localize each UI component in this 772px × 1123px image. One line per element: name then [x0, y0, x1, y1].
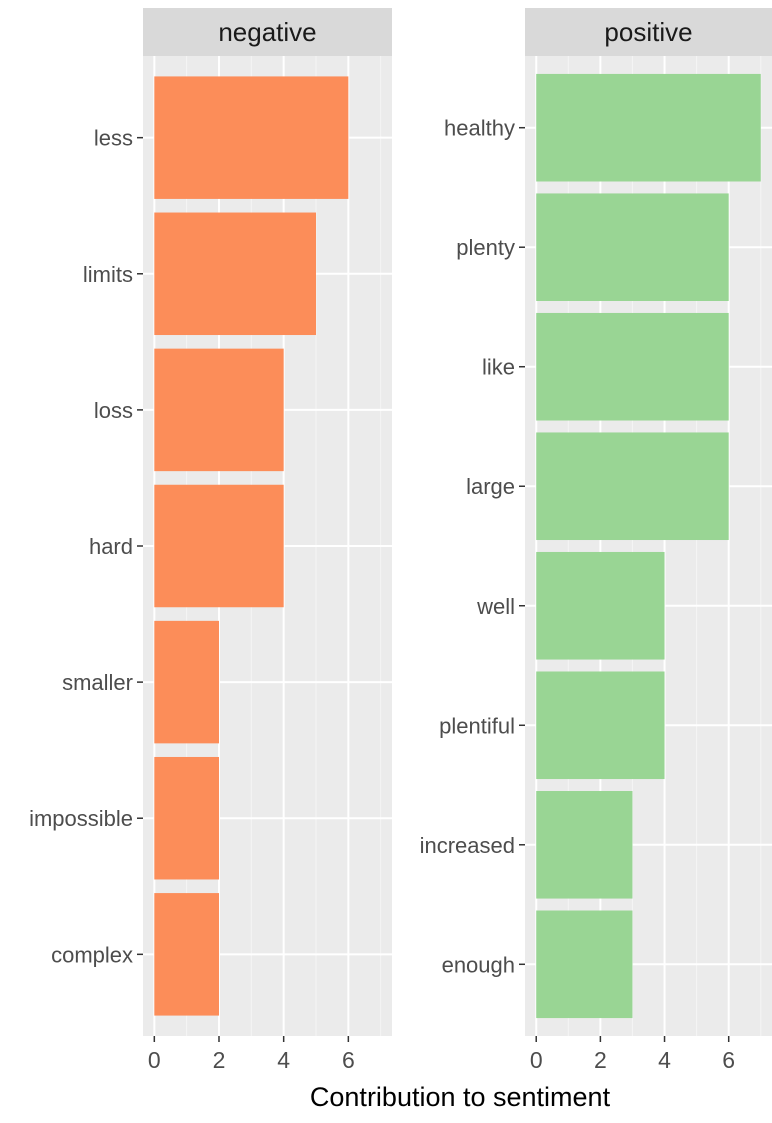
bar-like — [536, 312, 729, 421]
y-tick-label: hard — [89, 534, 133, 559]
bar-smaller — [154, 620, 219, 744]
y-tick-label: complex — [51, 942, 133, 967]
bar-limits — [154, 212, 317, 336]
y-tick-label: enough — [442, 952, 515, 977]
bar-plentiful — [536, 671, 665, 780]
bar-complex — [154, 893, 219, 1016]
y-tick-label: increased — [420, 833, 515, 858]
y-tick-label: like — [482, 355, 515, 380]
y-tick-label: well — [476, 594, 515, 619]
y-tick-label: smaller — [62, 670, 133, 695]
x-tick-label: 2 — [213, 1047, 226, 1073]
x-tick-label: 6 — [342, 1047, 355, 1073]
y-tick-label: impossible — [29, 806, 133, 831]
y-tick-label: plenty — [456, 235, 515, 260]
x-tick-label: 2 — [594, 1047, 607, 1073]
bar-increased — [536, 791, 633, 899]
y-tick-label: limits — [83, 262, 133, 287]
x-tick-label: 4 — [277, 1047, 290, 1073]
x-tick-label: 6 — [722, 1047, 735, 1073]
strip-background — [143, 8, 392, 56]
y-tick-label: large — [466, 474, 515, 499]
x-tick-label: 0 — [530, 1047, 543, 1073]
bar-less — [154, 76, 349, 199]
facet-panel-negative: negative less limits loss hard smaller impossi… — [29, 8, 392, 1073]
x-axis-title: Contribution to sentiment — [310, 1082, 611, 1112]
strip-background — [525, 8, 772, 56]
bar-hard — [154, 484, 284, 608]
x-tick-label: 4 — [658, 1047, 671, 1073]
bar-well — [536, 551, 665, 660]
bar-plenty — [536, 193, 729, 301]
y-tick-label: healthy — [444, 116, 515, 141]
y-tick-label: loss — [94, 398, 133, 423]
strip-label: positive — [604, 17, 692, 47]
bar-enough — [536, 910, 633, 1019]
bar-healthy — [536, 73, 761, 182]
facet-panel-positive: positive healthy plenty like large well plenti… — [420, 8, 772, 1073]
x-tick-label: 0 — [148, 1047, 161, 1073]
bar-impossible — [154, 756, 219, 880]
y-tick-label: less — [94, 126, 133, 151]
strip-label: negative — [218, 17, 316, 47]
bar-large — [536, 432, 729, 541]
panels-layer: negative less limits loss hard smaller impossi… — [29, 8, 772, 1073]
bar-loss — [154, 348, 284, 472]
y-tick-label: plentiful — [439, 713, 515, 738]
